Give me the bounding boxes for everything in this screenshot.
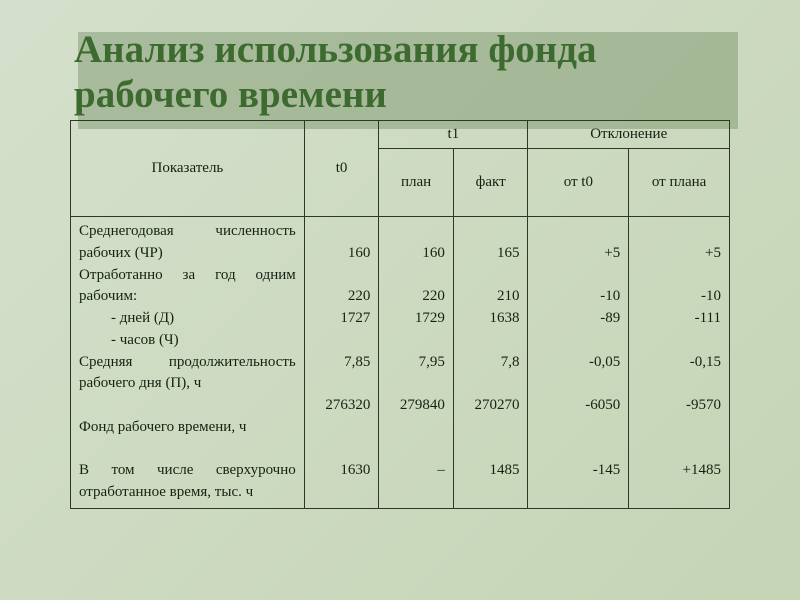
val-r4-dt0: -89 <box>536 308 620 330</box>
val-r7-t0: 1630 <box>313 460 371 482</box>
val-r7-dplan: +1485 <box>637 460 721 482</box>
val-r3-plan: 220 <box>387 286 445 308</box>
label-r2: Отработанно за год одним рабочим: <box>79 265 296 309</box>
val-r6-t0: 276320 <box>313 395 371 417</box>
val-r3-fact: 210 <box>462 286 520 308</box>
body-row: Среднегодовая численность рабочих (ЧР) О… <box>71 217 730 509</box>
data-table: Показатель t0 t1 Отклонение план факт от… <box>70 120 730 509</box>
val-r3-dplan: -10 <box>637 286 721 308</box>
hdr-from-t0: от t0 <box>528 149 629 217</box>
label-r1: Среднегодовая численность рабочих (ЧР) <box>79 221 296 265</box>
label-r3: дней (Д) <box>79 308 296 330</box>
header-row-1: Показатель t0 t1 Отклонение <box>71 121 730 149</box>
val-r1-fact: 165 <box>462 243 520 265</box>
val-r6-fact: 270270 <box>462 395 520 417</box>
cell-dplan: +5 -10 -111 -0,15 -9570 +1485 <box>629 217 730 509</box>
label-r7: В том числе сверхурочно отработанное вре… <box>79 460 296 504</box>
val-r4-dplan: -111 <box>637 308 721 330</box>
val-r4-plan: 1729 <box>387 308 445 330</box>
val-r5-dt0: -0,05 <box>536 352 620 374</box>
label-r6: Фонд рабочего времени, ч <box>79 417 296 439</box>
label-r5: Средняя продолжительность рабочего дня (… <box>79 352 296 396</box>
hdr-from-plan: от плана <box>629 149 730 217</box>
hdr-t0: t0 <box>304 121 379 217</box>
val-r4-fact: 1638 <box>462 308 520 330</box>
hdr-plan: план <box>379 149 454 217</box>
val-r3-dt0: -10 <box>536 286 620 308</box>
val-r3-t0: 220 <box>313 286 371 308</box>
val-r5-t0: 7,85 <box>313 352 371 374</box>
cell-plan: 160 220 1729 7,95 279840 – <box>379 217 454 509</box>
slide-title: Анализ использования фонда рабочего врем… <box>70 24 730 122</box>
hdr-fact: факт <box>453 149 528 217</box>
val-r1-plan: 160 <box>387 243 445 265</box>
val-r5-plan: 7,95 <box>387 352 445 374</box>
val-r1-t0: 160 <box>313 243 371 265</box>
val-r5-dplan: -0,15 <box>637 352 721 374</box>
val-r5-fact: 7,8 <box>462 352 520 374</box>
hdr-indicator: Показатель <box>71 121 305 217</box>
hdr-t1: t1 <box>379 121 528 149</box>
label-r4: часов (Ч) <box>79 330 296 352</box>
cell-fact: 165 210 1638 7,8 270270 1485 <box>453 217 528 509</box>
cell-labels: Среднегодовая численность рабочих (ЧР) О… <box>71 217 305 509</box>
val-r7-plan: – <box>387 460 445 482</box>
val-r1-dt0: +5 <box>536 243 620 265</box>
val-r1-dplan: +5 <box>637 243 721 265</box>
val-r6-plan: 279840 <box>387 395 445 417</box>
cell-t0: 160 220 1727 7,85 276320 1630 <box>304 217 379 509</box>
val-r7-dt0: -145 <box>536 460 620 482</box>
val-r4-t0: 1727 <box>313 308 371 330</box>
val-r6-dplan: -9570 <box>637 395 721 417</box>
cell-dt0: +5 -10 -89 -0,05 -6050 -145 <box>528 217 629 509</box>
val-r6-dt0: -6050 <box>536 395 620 417</box>
val-r7-fact: 1485 <box>462 460 520 482</box>
hdr-deviation: Отклонение <box>528 121 730 149</box>
